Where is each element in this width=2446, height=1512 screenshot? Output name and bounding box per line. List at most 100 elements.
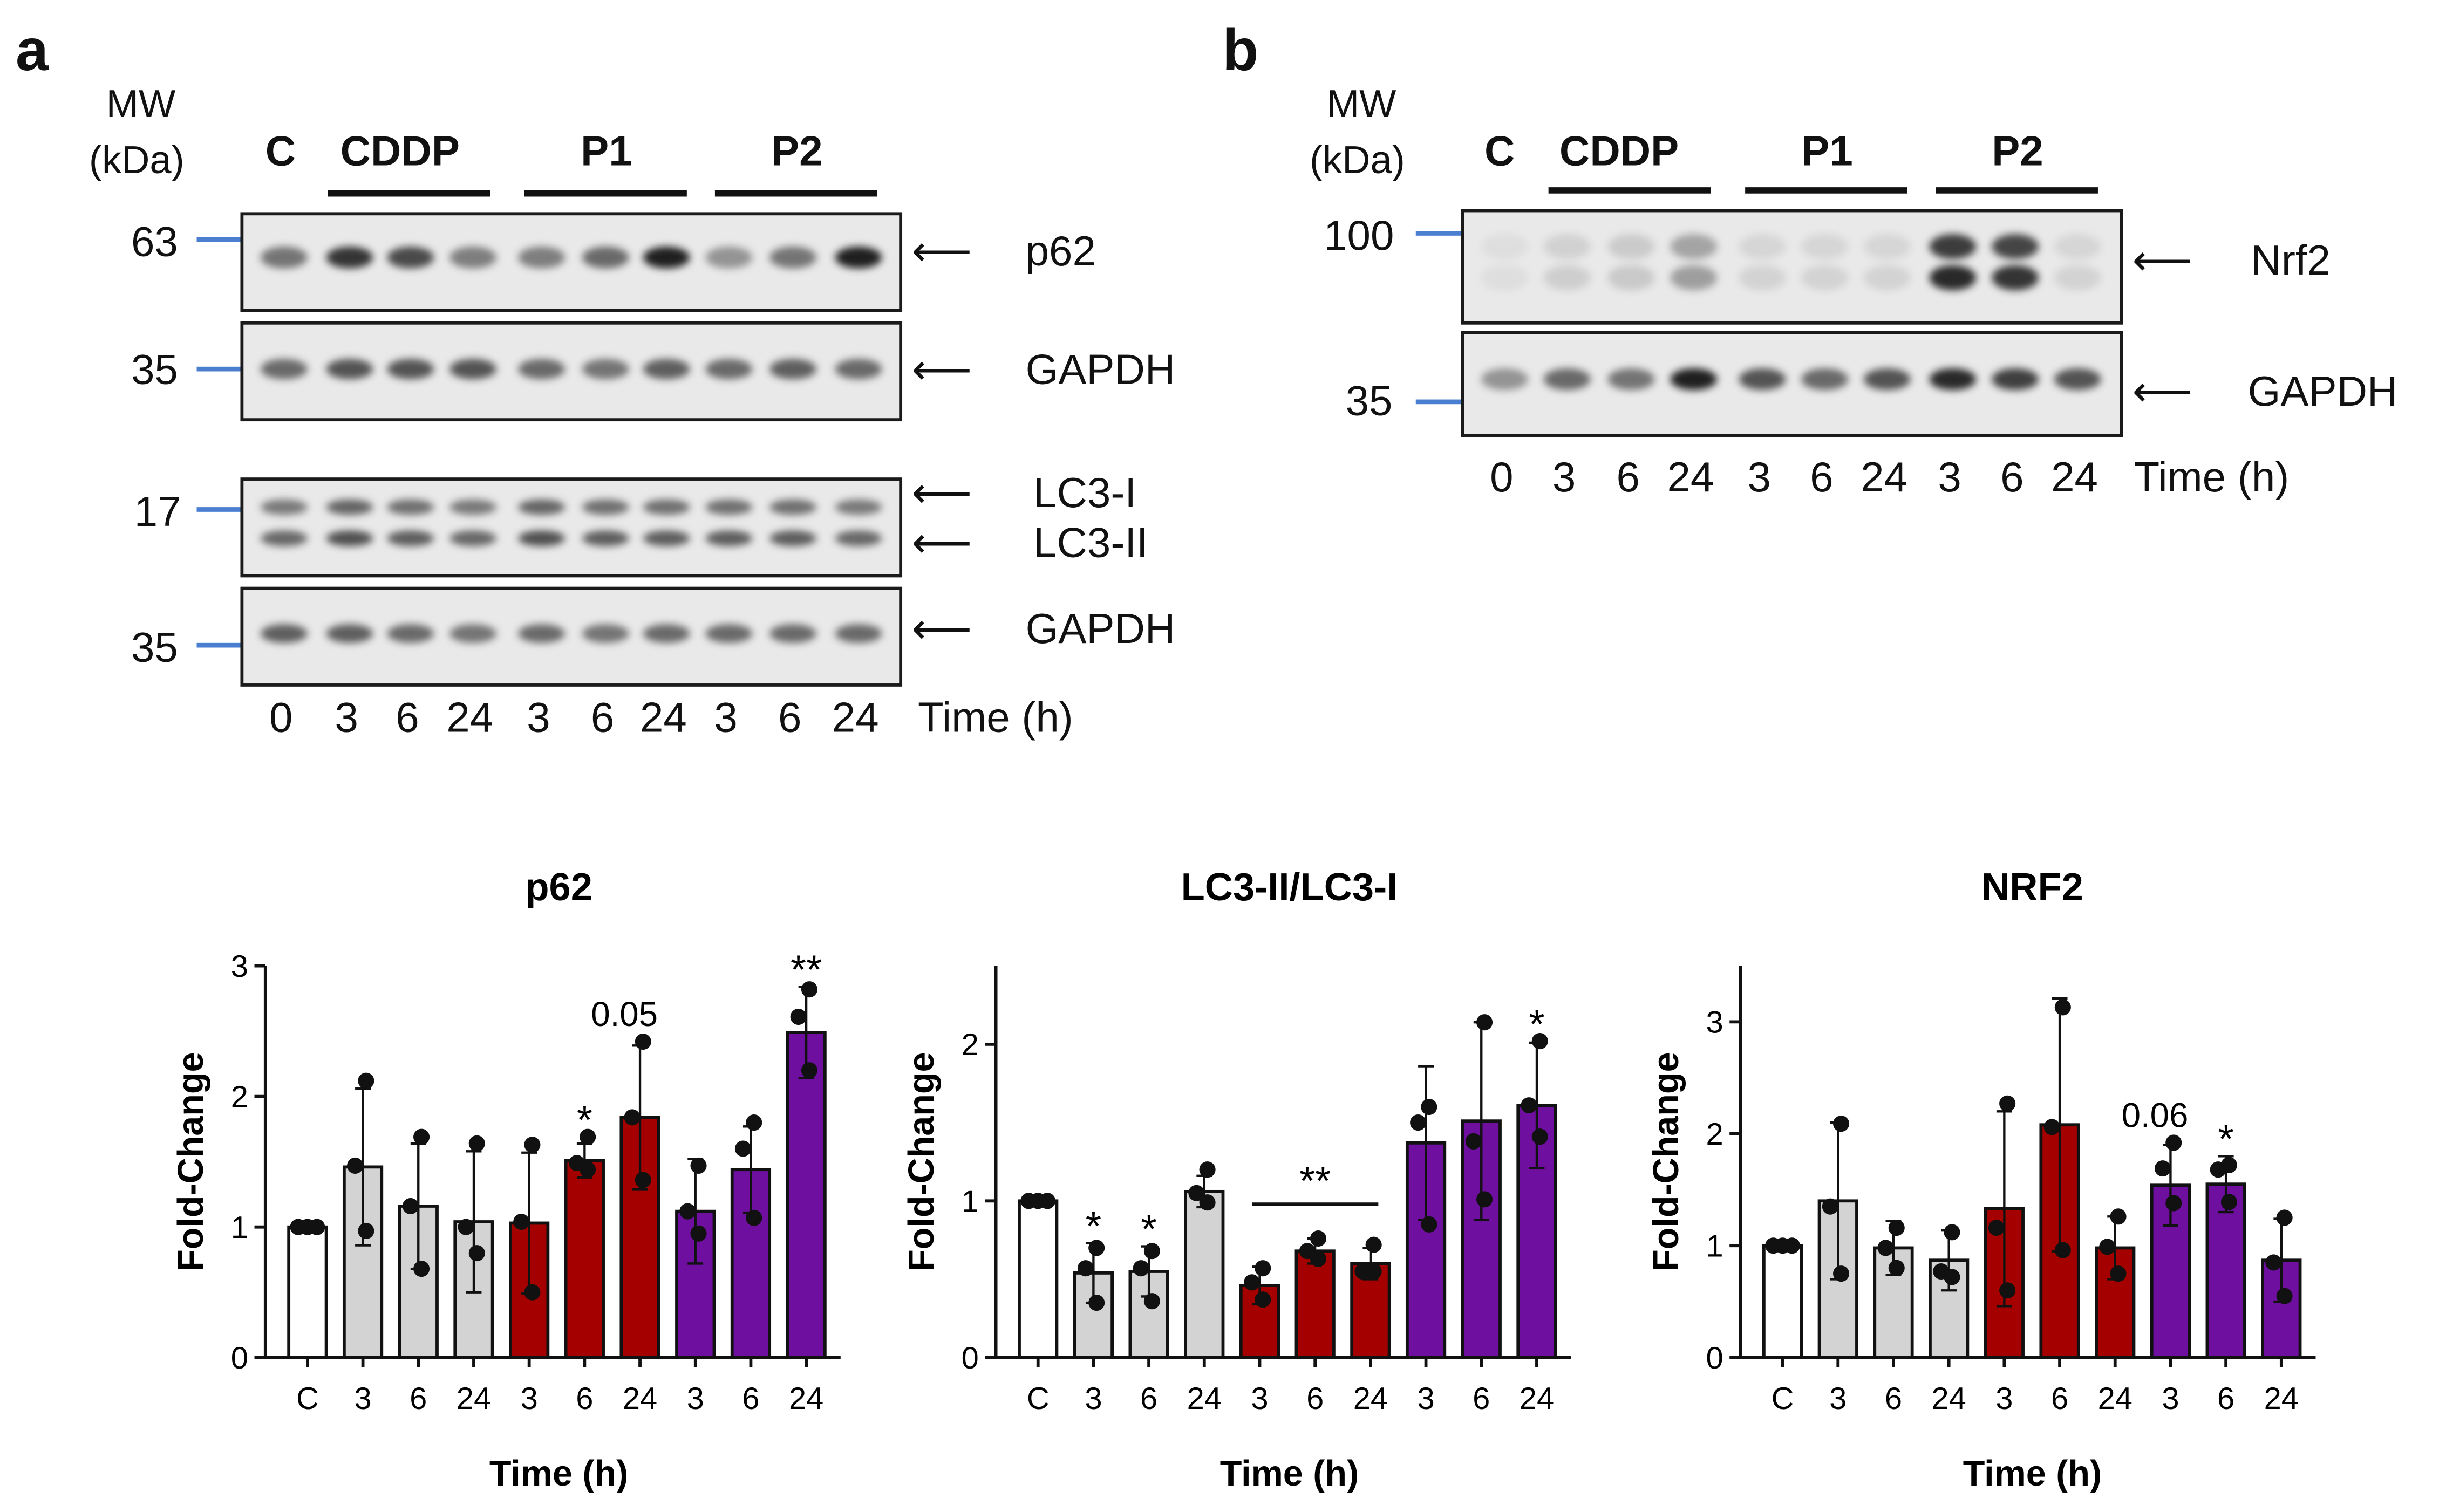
x-tick-label: 6	[2051, 1381, 2068, 1416]
mw-header-line1: MW	[106, 83, 176, 127]
bar	[1294, 1249, 1336, 1359]
data-point	[790, 1008, 807, 1025]
data-point	[1999, 1282, 2016, 1299]
x-tick-label: 6	[1306, 1381, 1324, 1416]
band	[261, 530, 308, 546]
band	[582, 624, 629, 643]
band	[769, 530, 816, 546]
x-tick-label: 3	[1251, 1381, 1268, 1416]
x-axis-title: Time (h)	[1963, 1454, 2102, 1494]
x-tick-label: 24	[1931, 1381, 1966, 1416]
data-point	[458, 1219, 474, 1235]
time-label: 6	[396, 694, 419, 742]
band	[1864, 234, 1911, 259]
data-point	[1365, 1263, 1382, 1280]
y-axis-title: Fold-Change	[1646, 1052, 1686, 1271]
band	[582, 359, 629, 379]
y-tick-label: 0	[231, 1341, 248, 1376]
band	[769, 499, 816, 515]
band	[518, 359, 565, 379]
data-point	[2154, 1160, 2171, 1177]
mw-tick	[1415, 399, 1463, 405]
data-point	[746, 1114, 762, 1131]
x-tick-label: 24	[2264, 1381, 2299, 1416]
data-point	[2054, 999, 2071, 1016]
significance-label: **	[791, 947, 822, 993]
x-tick-label: 6	[1140, 1381, 1157, 1416]
time-label: 24	[446, 694, 494, 742]
data-point	[1310, 1250, 1327, 1267]
data-point	[1783, 1237, 1800, 1254]
band	[1801, 368, 1849, 391]
data-point	[1088, 1295, 1105, 1311]
bar	[1762, 1244, 1803, 1359]
y-tick-label: 2	[1706, 1117, 1723, 1152]
bar	[564, 1159, 605, 1359]
data-point	[580, 1161, 596, 1178]
data-point	[1476, 1191, 1493, 1208]
data-point	[1531, 1128, 1548, 1145]
significance-label: **	[1299, 1158, 1331, 1203]
arrow-lc3-ii: ⟵	[911, 519, 972, 567]
p2-underline	[714, 190, 877, 197]
data-point	[2165, 1195, 2182, 1212]
data-point	[580, 1128, 596, 1145]
data-point	[2210, 1161, 2226, 1178]
label-p62: p62	[1025, 228, 1096, 275]
data-point	[2043, 1119, 2060, 1135]
data-point	[1888, 1220, 1905, 1236]
band	[582, 247, 629, 269]
band	[835, 359, 882, 379]
significance-label: *	[577, 1097, 592, 1142]
band	[769, 624, 816, 643]
data-point	[1944, 1269, 1960, 1285]
band	[582, 499, 629, 515]
band	[387, 624, 434, 643]
band	[1801, 234, 1849, 259]
significance-label: *	[1529, 1001, 1544, 1046]
data-point	[1077, 1260, 1094, 1277]
mw-tick	[196, 366, 244, 372]
x-tick-label: 3	[1995, 1381, 2013, 1416]
y-tick-label: 3	[1706, 1005, 1723, 1040]
band	[643, 624, 690, 643]
data-point	[413, 1128, 430, 1145]
band	[705, 247, 753, 269]
cddp-underline	[328, 190, 490, 197]
data-point	[1833, 1265, 1850, 1282]
bar	[1018, 1199, 1059, 1359]
mw-label-17: 17	[134, 488, 181, 536]
band	[705, 499, 753, 515]
data-point	[524, 1137, 541, 1153]
data-point	[734, 1140, 752, 1157]
y-tick-label: 0	[1706, 1341, 1723, 1376]
blot-gapdh-2	[240, 586, 903, 687]
mw-header-line2: (kDa)	[88, 139, 185, 183]
data-point	[1476, 1014, 1493, 1031]
band	[1670, 368, 1718, 391]
band	[1543, 265, 1591, 291]
data-point	[801, 981, 817, 998]
band	[449, 624, 496, 643]
arrow-gapdh-1: ⟵	[911, 346, 972, 393]
data-point	[690, 1225, 707, 1242]
x-tick-label: C	[296, 1381, 319, 1416]
band	[261, 624, 308, 643]
data-point	[2054, 1242, 2071, 1258]
band	[705, 624, 753, 643]
time-label: 0	[1490, 454, 1514, 501]
x-tick-label: 6	[2217, 1381, 2234, 1416]
x-axis-title: Time (h)	[1220, 1454, 1359, 1494]
data-point	[358, 1072, 374, 1089]
mw-header-line1: MW	[1326, 83, 1396, 127]
y-tick-label: 2	[962, 1028, 979, 1062]
x-tick-label: 3	[1829, 1381, 1847, 1416]
data-point	[1877, 1240, 1894, 1256]
x-tick-label: 24	[1187, 1381, 1222, 1416]
band	[326, 499, 373, 515]
data-point	[1421, 1098, 1437, 1116]
time-label: 6	[1616, 454, 1640, 501]
x-tick-label: 24	[1520, 1381, 1554, 1416]
